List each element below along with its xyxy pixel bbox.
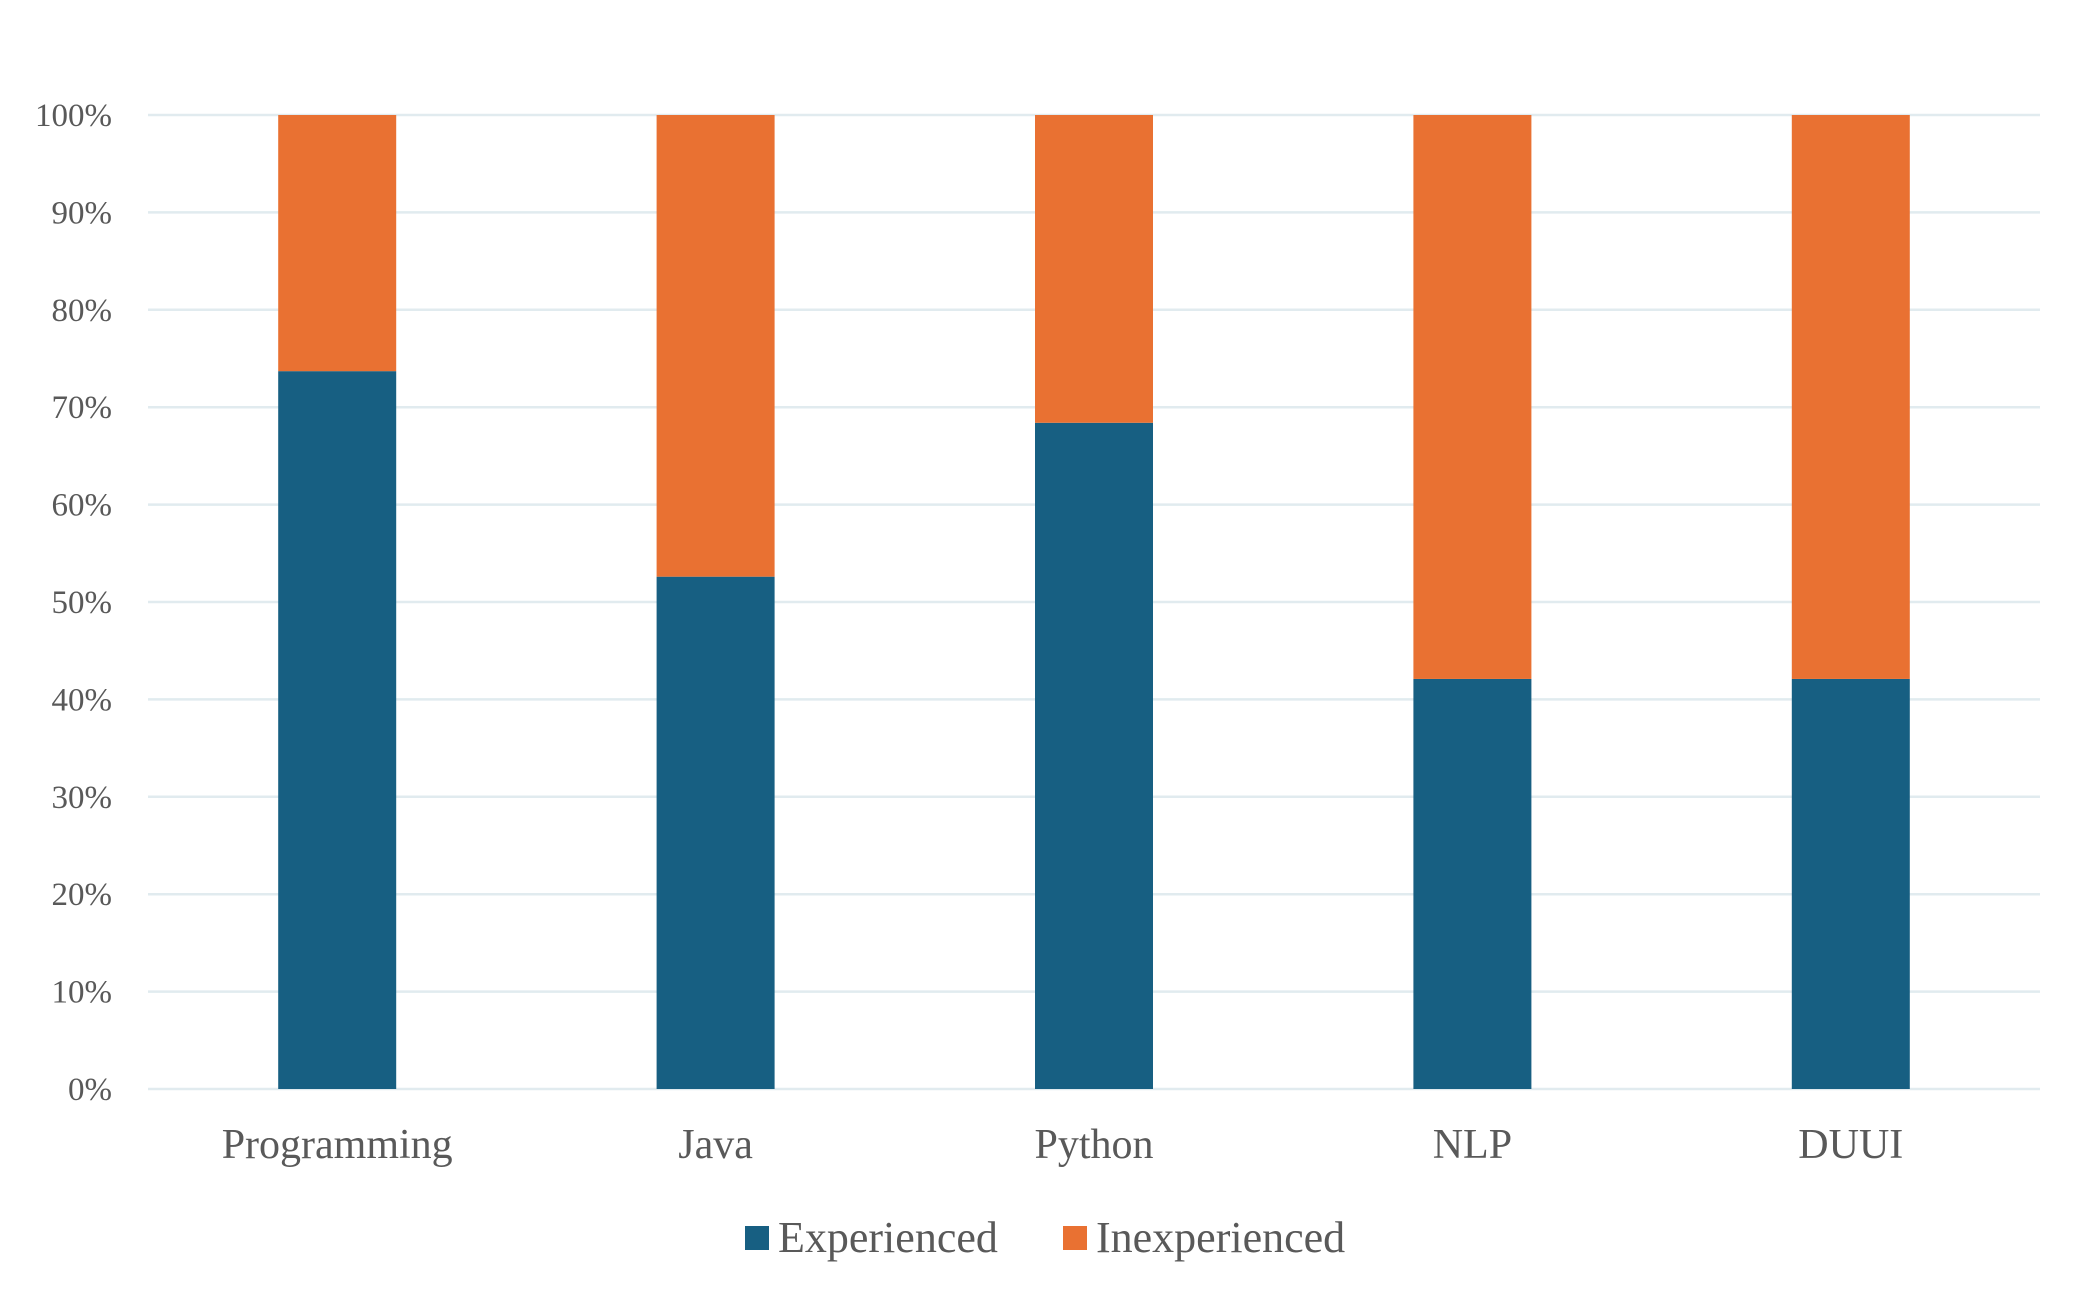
bar-stack xyxy=(1413,115,1532,1089)
bar-segment-inexperienced xyxy=(1035,115,1153,423)
bar-segment-experienced xyxy=(1035,422,1153,1089)
bar-stack xyxy=(1035,115,1153,1089)
y-tick-label: 50% xyxy=(52,585,113,621)
bar-segment-experienced xyxy=(1413,678,1532,1089)
bars xyxy=(278,115,1910,1089)
y-tick-label: 70% xyxy=(52,390,113,426)
bar-stack xyxy=(1791,115,1910,1089)
legend-label: Inexperienced xyxy=(1096,1213,1345,1262)
y-axis: 0% 10% 20% 30% 40% 50% 60% 70% 80% 90% 100% xyxy=(35,98,112,1108)
legend: Experienced Inexperienced xyxy=(745,1213,1345,1262)
x-category-label: DUUI xyxy=(1798,1122,1903,1168)
y-tick-label: 0% xyxy=(68,1072,112,1108)
x-category-label: Java xyxy=(678,1122,753,1168)
bar-segment-experienced xyxy=(656,576,775,1089)
bar-segment-inexperienced xyxy=(1413,115,1532,679)
y-tick-label: 40% xyxy=(52,682,113,718)
y-tick-label: 90% xyxy=(52,195,113,231)
x-category-label: NLP xyxy=(1433,1122,1512,1168)
x-category-label: Programming xyxy=(222,1122,453,1168)
y-tick-label: 60% xyxy=(52,488,113,524)
bar-segment-inexperienced xyxy=(656,115,775,577)
legend-item: Experienced xyxy=(745,1213,998,1262)
bar-stack xyxy=(278,115,397,1089)
legend-swatch xyxy=(745,1226,769,1250)
bar-segment-experienced xyxy=(1791,678,1910,1089)
y-tick-label: 10% xyxy=(52,975,113,1011)
bar-segment-inexperienced xyxy=(278,115,397,372)
y-tick-label: 30% xyxy=(52,780,113,816)
y-tick-label: 100% xyxy=(35,98,112,134)
bar-segment-inexperienced xyxy=(1791,115,1910,679)
x-axis: Programming Java Python NLP DUUI xyxy=(222,1122,1904,1168)
y-tick-label: 20% xyxy=(52,877,113,913)
x-category-label: Python xyxy=(1034,1122,1153,1168)
legend-item: Inexperienced xyxy=(1063,1213,1345,1262)
y-tick-label: 80% xyxy=(52,293,113,329)
bar-stack xyxy=(656,115,775,1089)
legend-label: Experienced xyxy=(778,1213,998,1262)
legend-swatch xyxy=(1063,1226,1087,1250)
bar-segment-experienced xyxy=(278,371,397,1089)
